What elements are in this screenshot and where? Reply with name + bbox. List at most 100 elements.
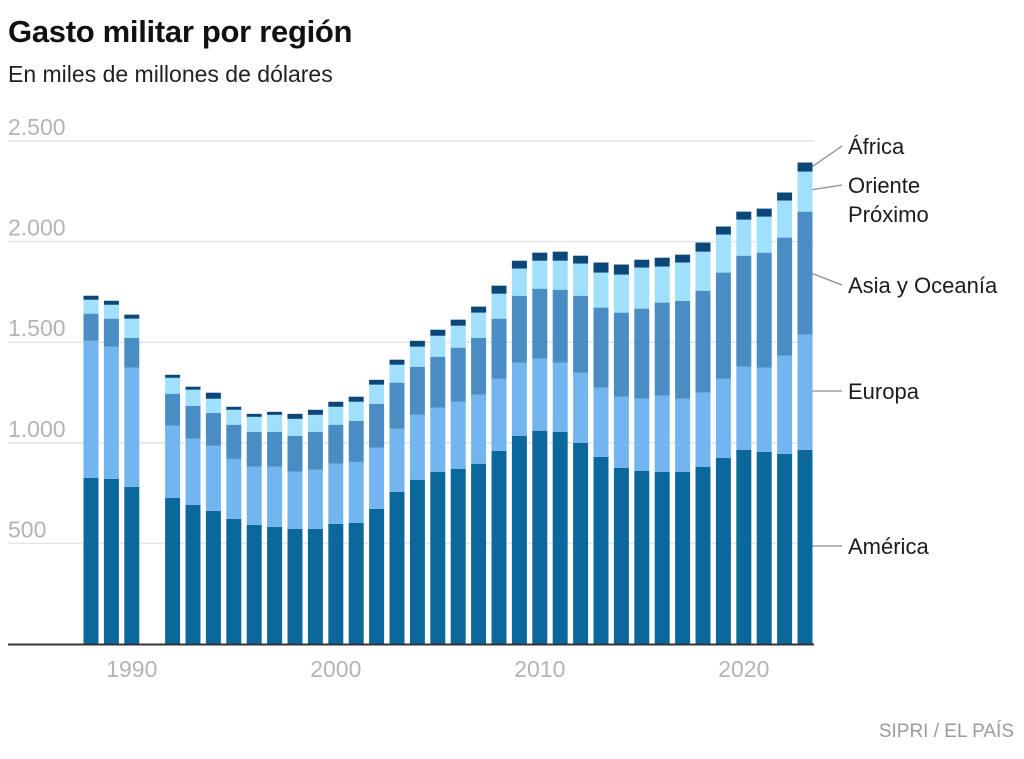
bar-stack-2010 <box>532 252 548 644</box>
label-leader-line <box>812 273 843 286</box>
bar-segment <box>409 479 425 644</box>
bar-segment <box>654 266 670 303</box>
bar-segment <box>103 478 119 644</box>
bar-segment <box>83 313 99 341</box>
bar-segment <box>430 407 446 472</box>
bar-segment <box>287 413 303 419</box>
bar-segment <box>573 263 589 296</box>
bar-segment <box>797 211 813 335</box>
bar-stack-1989 <box>103 300 119 644</box>
bar-stack-1995 <box>226 406 242 644</box>
bar-segment <box>613 274 629 313</box>
y-tick-label: 1.000 <box>8 416 66 442</box>
bar-segment <box>491 450 507 644</box>
bar-stack-1992 <box>165 374 181 644</box>
bar-segment <box>593 262 609 273</box>
bar-segment <box>756 252 772 368</box>
series-label: Próximo <box>848 202 929 227</box>
bar-segment <box>491 293 507 319</box>
bar-segment <box>246 416 262 432</box>
bar-segment <box>409 340 425 347</box>
bar-segment <box>532 430 548 644</box>
bar-segment <box>511 435 527 644</box>
bar-segment <box>348 420 364 462</box>
bar-segment <box>593 272 609 308</box>
bar-stack-1998 <box>287 413 303 644</box>
bar-segment <box>654 395 670 472</box>
y-tick-label: 1.500 <box>8 315 66 341</box>
bar-segment <box>675 300 691 399</box>
bar-segment <box>328 406 344 425</box>
bar-segment <box>634 398 650 471</box>
bar-stack-2004 <box>409 340 425 644</box>
x-tick-label: 2010 <box>514 656 565 682</box>
bar-segment <box>307 528 323 644</box>
bar-stack-2016 <box>654 257 670 644</box>
bar-segment <box>369 384 385 404</box>
bar-stack-2019 <box>715 226 731 644</box>
bar-segment <box>777 200 793 238</box>
bar-stack-2015 <box>634 259 650 644</box>
series-label: África <box>848 134 905 159</box>
bar-segment <box>409 414 425 480</box>
bar-segment <box>267 466 283 527</box>
bar-segment <box>103 346 119 479</box>
bar-segment <box>328 424 344 464</box>
bar-segment <box>777 355 793 454</box>
bar-segment <box>430 329 446 336</box>
bar-segment <box>552 431 568 644</box>
bar-segment <box>654 302 670 396</box>
bar-stack-1993 <box>185 386 201 644</box>
label-leader-line <box>812 184 843 191</box>
bar-segment <box>124 318 140 338</box>
bar-segment <box>103 318 119 347</box>
bar-segment <box>226 518 242 644</box>
bar-segment <box>695 290 711 393</box>
bar-segment <box>491 318 507 379</box>
bar-segment <box>267 414 283 432</box>
bar-segment <box>328 463 344 524</box>
bar-segment <box>736 366 752 450</box>
bar-stack-2006 <box>450 319 466 644</box>
bar-segment <box>389 382 405 429</box>
bar-segment <box>307 414 323 432</box>
bar-segment <box>287 471 303 529</box>
chart-title: Gasto militar por región <box>8 14 353 49</box>
bar-segment <box>634 308 650 399</box>
bar-stack-2005 <box>430 329 446 644</box>
x-tick-label: 2020 <box>718 656 769 682</box>
bar-stack-1988 <box>83 295 99 644</box>
bar-segment <box>654 471 670 644</box>
bar-segment <box>450 325 466 348</box>
bar-segment <box>797 449 813 644</box>
bar-segment <box>83 340 99 478</box>
bar-segment <box>307 409 323 415</box>
bar-stack-2011 <box>552 251 568 644</box>
bar-segment <box>491 285 507 294</box>
bar-segment <box>471 306 487 313</box>
bar-segment <box>613 396 629 468</box>
series-labels: África Oriente Próximo Asia y Oceanía Europa… <box>812 134 998 559</box>
bar-segment <box>389 428 405 492</box>
bar-stack-1997 <box>267 411 283 644</box>
bar-segment <box>185 504 201 644</box>
bar-segment <box>124 314 140 319</box>
bar-segment <box>777 453 793 644</box>
series-label: Oriente <box>848 173 920 198</box>
bar-segment <box>511 362 527 436</box>
bar-segment <box>471 312 487 338</box>
bar-segment <box>756 216 772 253</box>
bar-segment <box>307 431 323 470</box>
bar-segment <box>715 226 731 235</box>
bar-segment <box>124 337 140 368</box>
bar-segment <box>552 260 568 290</box>
bar-segment <box>226 424 242 459</box>
bar-segment <box>450 401 466 469</box>
bar-stack-2000 <box>328 401 344 644</box>
bar-segment <box>205 510 221 644</box>
bar-segment <box>593 456 609 644</box>
y-axis-ticks: 500 1.000 1.500 2.000 2.500 <box>8 114 66 542</box>
bar-segment <box>450 468 466 644</box>
bar-segment <box>715 378 731 458</box>
bar-segment <box>634 470 650 644</box>
